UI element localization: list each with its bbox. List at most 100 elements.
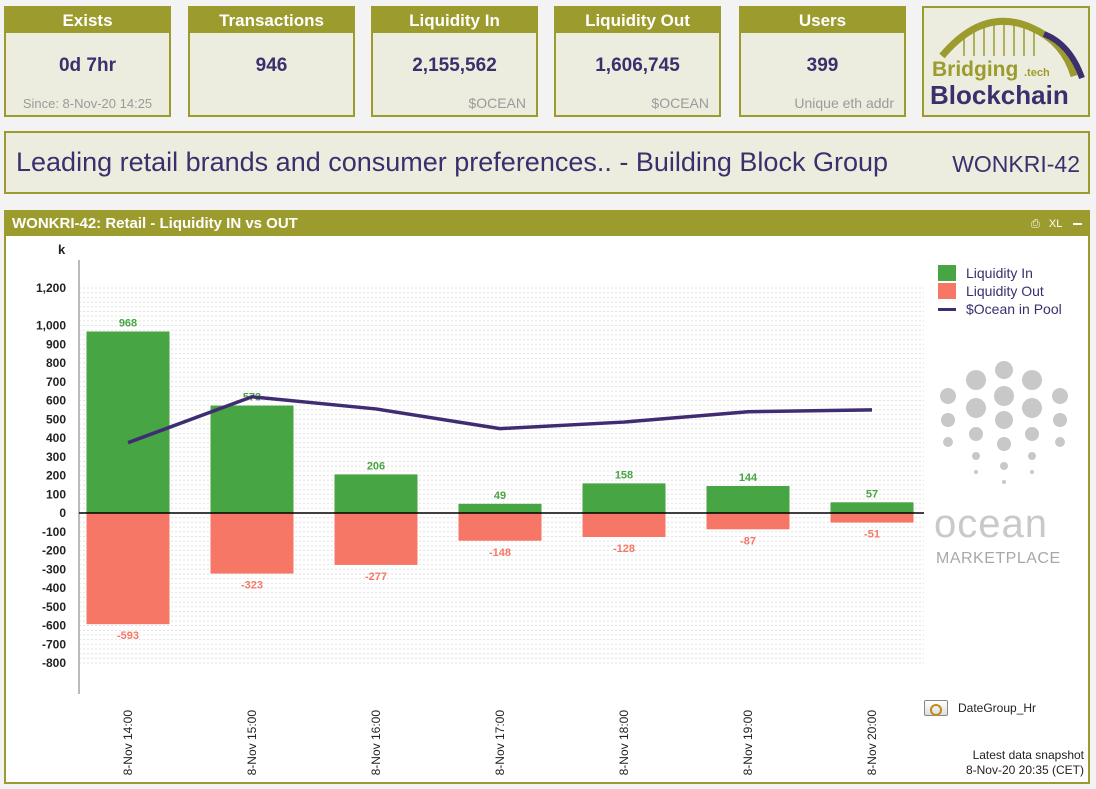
- bar-liquidity-in: [334, 474, 418, 513]
- snapshot-timestamp: 8-Nov-20 20:35 (CET): [965, 763, 1084, 777]
- kpi-users: Users 399 Unique eth addr: [739, 6, 906, 117]
- kpi-value: 2,155,562: [412, 55, 497, 76]
- kpi-label: Liquidity Out: [556, 8, 719, 33]
- y-tick-label: -500: [42, 600, 66, 614]
- print-icon[interactable]: ⎙: [1031, 218, 1040, 230]
- x-tick-label: 8-Nov 14:00: [121, 710, 135, 776]
- data-label-out: -593: [117, 630, 139, 642]
- bar-liquidity-in: [706, 486, 790, 513]
- logo-line1: Bridging: [932, 58, 1018, 81]
- bar-liquidity-out: [210, 513, 294, 574]
- data-label-out: -277: [365, 571, 387, 583]
- kpi-sub: $OCEAN: [468, 95, 526, 111]
- y-tick-label: -200: [42, 544, 66, 558]
- bar-liquidity-out: [86, 513, 170, 625]
- chart-legend: Liquidity In Liquidity Out $Ocean in Poo…: [938, 264, 1062, 318]
- bar-liquidity-in: [830, 502, 914, 513]
- chart-panel: WONKRI-42: Retail - Liquidity IN vs OUT …: [4, 210, 1090, 784]
- data-label-in: 206: [367, 460, 385, 472]
- legend-item-liquidity-out[interactable]: Liquidity Out: [938, 282, 1062, 300]
- kpi-value: 0d 7hr: [58, 55, 117, 76]
- y-tick-label: 400: [46, 431, 66, 445]
- bridging-blockchain-logo: Bridging .tech Blockchain: [922, 6, 1090, 117]
- kpi-value: 946: [255, 55, 288, 76]
- y-tick-label: -700: [42, 637, 66, 651]
- y-tick-label: 500: [46, 412, 66, 426]
- y-tick-label: -300: [42, 562, 66, 576]
- dimension-label: DateGroup_Hr: [958, 701, 1037, 715]
- y-axis-unit-label: k: [58, 242, 66, 257]
- kpi-liquidity-out: Liquidity Out 1,606,745 $OCEAN: [554, 6, 721, 117]
- y-tick-label: 600: [46, 394, 66, 408]
- minimize-icon[interactable]: [1073, 223, 1082, 226]
- data-snapshot-info: Latest data snapshot 8-Nov-20 20:35 (CET…: [966, 748, 1084, 778]
- kpi-value: 1,606,745: [595, 55, 680, 76]
- data-label-in: 968: [119, 318, 137, 330]
- legend-swatch: [938, 265, 956, 281]
- x-tick-label: 8-Nov 18:00: [617, 710, 631, 776]
- kpi-value: 399: [806, 55, 839, 76]
- bar-liquidity-out: [334, 513, 418, 565]
- x-tick-label: 8-Nov 16:00: [369, 710, 383, 776]
- bar-liquidity-in: [458, 503, 542, 513]
- ocean-brand-sub: MARKETPLACE: [936, 550, 1061, 567]
- kpi-exists: Exists 0d 7hr Since: 8-Nov-20 14:25: [4, 6, 171, 117]
- liquidity-chart: k 1,200 1,000 900 800 700 600 500 400 300 200 100 0…: [36, 242, 924, 776]
- ocean-brand-word: ocean: [934, 502, 1048, 546]
- kpi-sub: Unique eth addr: [794, 95, 894, 111]
- legend-label: Liquidity In: [966, 265, 1033, 281]
- bar-liquidity-out: [458, 513, 542, 541]
- legend-line: [938, 307, 956, 311]
- dimension-selector[interactable]: DateGroup_Hr: [924, 700, 1036, 716]
- y-tick-label: -400: [42, 581, 66, 595]
- data-label-out: -51: [864, 529, 880, 541]
- bar-liquidity-out: [706, 513, 790, 530]
- ocean-dots-logo: [940, 361, 1068, 484]
- kpi-label: Users: [741, 8, 904, 33]
- logo-line1-suffix: .tech: [1024, 67, 1050, 79]
- data-label-out: -148: [489, 547, 511, 559]
- chart-panel-header: WONKRI-42: Retail - Liquidity IN vs OUT …: [6, 212, 1088, 236]
- x-tick-label: 8-Nov 17:00: [493, 710, 507, 776]
- y-tick-label: 200: [46, 469, 66, 483]
- bar-liquidity-out: [582, 513, 666, 537]
- y-tick-label: 0: [59, 506, 66, 520]
- y-tick-label: 900: [46, 337, 66, 351]
- kpi-sub: Since: 8-Nov-20 14:25: [22, 96, 153, 111]
- y-tick-label: 700: [46, 375, 66, 389]
- data-label-out: -323: [241, 580, 263, 592]
- data-label-out: -87: [740, 535, 756, 547]
- data-label-in: 57: [866, 488, 878, 500]
- data-label-out: -128: [613, 543, 635, 555]
- kpi-label: Exists: [6, 8, 169, 33]
- data-label-in: 144: [739, 472, 758, 484]
- bar-liquidity-out: [830, 513, 914, 523]
- legend-item-liquidity-in[interactable]: Liquidity In: [938, 264, 1062, 282]
- kpi-liquidity-in: Liquidity In 2,155,562 $OCEAN: [371, 6, 538, 117]
- legend-item-ocean-in-pool[interactable]: $Ocean in Pool: [938, 300, 1062, 318]
- snapshot-line1: Latest data snapshot: [972, 748, 1084, 762]
- kpi-transactions: Transactions 946: [188, 6, 355, 117]
- export-xl-button[interactable]: XL: [1048, 218, 1062, 230]
- data-label-in: 49: [494, 490, 506, 502]
- report-title: Leading retail brands and consumer prefe…: [16, 147, 888, 177]
- bar-liquidity-in: [210, 405, 294, 513]
- chart-panel-title: WONKRI-42: Retail - Liquidity IN vs OUT: [12, 215, 298, 232]
- logo-graphic: Bridging .tech Blockchain: [930, 17, 1085, 110]
- x-tick-label: 8-Nov 19:00: [741, 710, 755, 776]
- data-label-in: 158: [615, 469, 633, 481]
- legend-label: Liquidity Out: [966, 283, 1044, 299]
- bar-liquidity-in: [86, 331, 170, 513]
- y-tick-label: 1,200: [36, 281, 66, 295]
- y-tick-label: 100: [46, 487, 66, 501]
- legend-label: $Ocean in Pool: [966, 301, 1062, 317]
- bar-liquidity-in: [582, 483, 666, 513]
- x-tick-label: 8-Nov 20:00: [865, 710, 879, 776]
- cycle-dimension-icon[interactable]: [924, 700, 948, 716]
- kpi-label: Liquidity In: [373, 8, 536, 33]
- y-tick-label: 800: [46, 356, 66, 370]
- y-tick-label: -600: [42, 619, 66, 633]
- y-tick-label: -100: [42, 525, 66, 539]
- kpi-sub: $OCEAN: [651, 95, 709, 111]
- legend-swatch: [938, 283, 956, 299]
